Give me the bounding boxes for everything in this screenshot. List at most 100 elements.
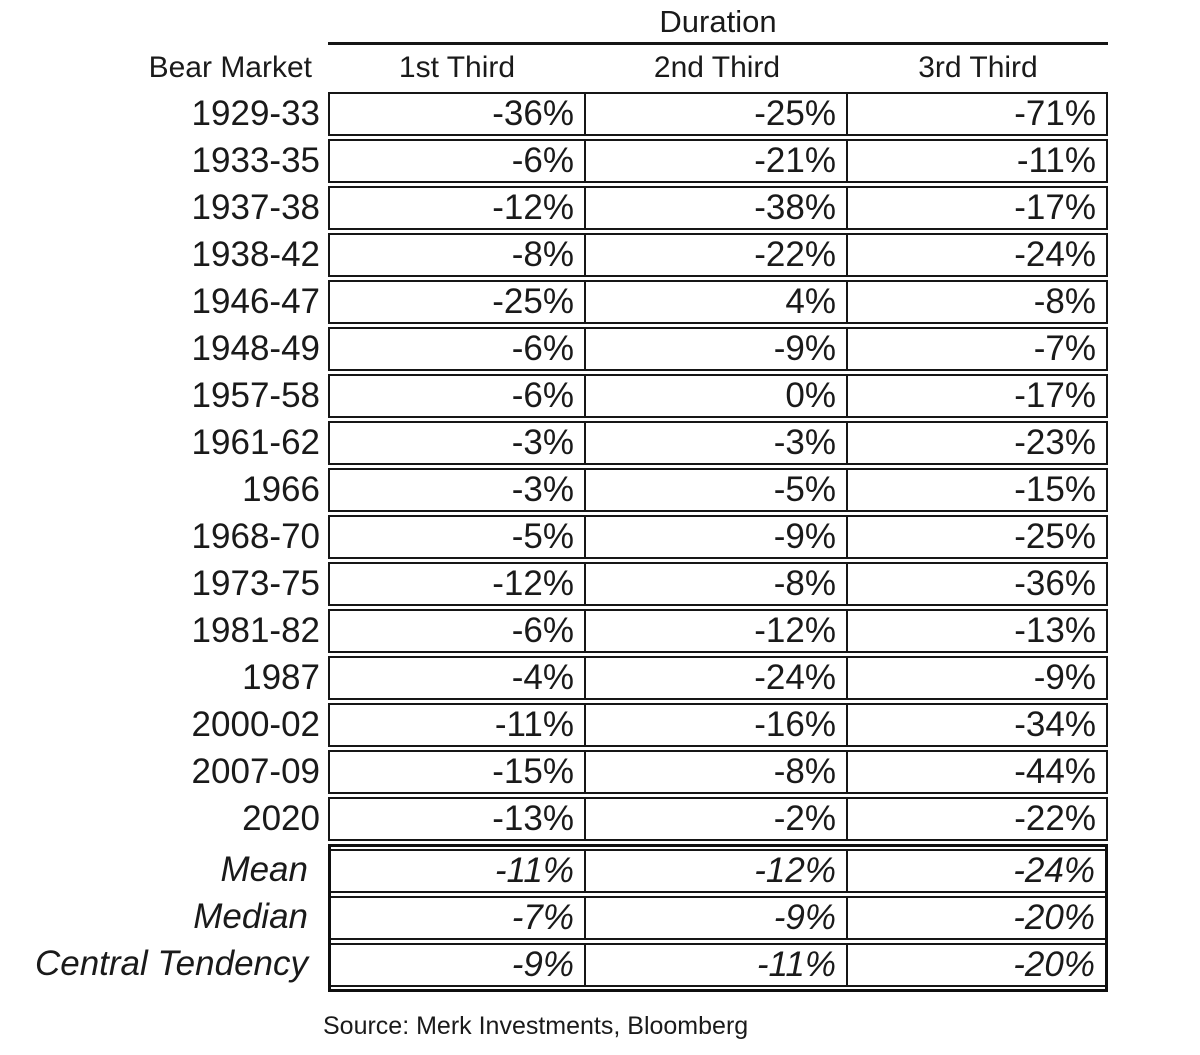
value-cell: -11% [848,139,1108,183]
value-cell: -6% [328,374,586,418]
value-cell: -34% [848,703,1108,747]
value-cell: -7% [848,327,1108,371]
value-cell: -36% [328,92,586,136]
value-cell: -36% [848,562,1108,606]
value-cell: -44% [848,750,1108,794]
column-header-1st-third: 1st Third [398,51,516,84]
group-header-row: Duration [0,0,1200,45]
value-cell: -22% [848,797,1108,841]
summary-section: Mean Median Central Tendency -11% -12% -24% -… [0,844,1200,992]
table-row: 1973-75 -12% -8% -36% [0,562,1200,606]
table-row: 1981-82 -6% -12% -13% [0,609,1200,653]
value-cell: -24% [586,656,848,700]
row-label: 1966 [242,470,320,509]
table-row: 1929-33 -36% -25% -71% [0,92,1200,136]
value-cell: -8% [586,750,848,794]
summary-value-cell: -7% [331,896,586,940]
duration-group-header: Duration [328,0,1108,45]
row-label: 2020 [242,799,320,838]
row-label: 1961-62 [191,423,320,462]
column-header-row: Bear Market 1st Third 2nd Third 3rd Thir… [0,45,1200,92]
row-label: 1968-70 [191,517,320,556]
summary-row: -9% -11% -20% [331,943,1105,987]
source-note: Source: Merk Investments, Bloomberg [323,1012,749,1040]
row-label: 1981-82 [191,611,320,650]
summary-value-cell: -20% [848,896,1105,940]
column-header-3rd-third: 3rd Third [918,51,1038,84]
value-cell: -22% [586,233,848,277]
table-row: 1938-42 -8% -22% -24% [0,233,1200,277]
column-header-2nd-third: 2nd Third [653,51,781,84]
value-cell: -38% [586,186,848,230]
value-cell: -25% [848,515,1108,559]
summary-row: -7% -9% -20% [331,896,1105,940]
table-body: 1929-33 -36% -25% -71% 1933-35 -6% -21% -11% 193… [0,92,1200,841]
value-cell: -12% [586,609,848,653]
value-cell: -71% [848,92,1108,136]
group-header-spacer [0,0,328,45]
value-cell: -4% [328,656,586,700]
summary-row: -11% -12% -24% [331,849,1105,893]
table-row: 1937-38 -12% -38% -17% [0,186,1200,230]
value-cell: -17% [848,374,1108,418]
row-label: 1957-58 [191,376,320,415]
value-cell: 4% [586,280,848,324]
value-cell: -12% [328,562,586,606]
row-label: 1933-35 [191,141,320,180]
value-cell: -21% [586,139,848,183]
table-row: 1987 -4% -24% -9% [0,656,1200,700]
summary-value-cell: -9% [331,943,586,987]
value-cell: -8% [586,562,848,606]
value-cell: -5% [328,515,586,559]
summary-value-cell: -20% [848,943,1105,987]
summary-row-label: Mean [220,850,308,889]
table-row: 1948-49 -6% -9% -7% [0,327,1200,371]
summary-value-cell: -24% [848,849,1105,893]
row-label: 2000-02 [191,705,320,744]
table-row: 1957-58 -6% 0% -17% [0,374,1200,418]
summary-value-cell: -9% [586,896,848,940]
column-header-bear-market: Bear Market [148,51,312,84]
row-label: 1938-42 [191,235,320,274]
value-cell: -11% [328,703,586,747]
value-cell: -6% [328,609,586,653]
summary-box: -11% -12% -24% -7% -9% -20% -9% -11% -20% [328,844,1108,992]
row-label: 1973-75 [191,564,320,603]
value-cell: -9% [848,656,1108,700]
value-cell: -17% [848,186,1108,230]
table-row: 1968-70 -5% -9% -25% [0,515,1200,559]
row-label: 2007-09 [191,752,320,791]
value-cell: -2% [586,797,848,841]
value-cell: -3% [328,468,586,512]
value-cell: -13% [848,609,1108,653]
summary-labels: Mean Median Central Tendency [0,844,328,992]
value-cell: -13% [328,797,586,841]
value-cell: -15% [848,468,1108,512]
summary-value-cell: -12% [586,849,848,893]
summary-row-label: Central Tendency [34,944,308,983]
table-row: 1946-47 -25% 4% -8% [0,280,1200,324]
summary-row-label: Median [193,897,308,936]
value-cell: -24% [848,233,1108,277]
value-cell: -8% [328,233,586,277]
row-label: 1937-38 [191,188,320,227]
value-cell: -12% [328,186,586,230]
value-cell: 0% [586,374,848,418]
row-label: 1946-47 [191,282,320,321]
table-row: 1961-62 -3% -3% -23% [0,421,1200,465]
value-cell: -25% [586,92,848,136]
value-cell: -6% [328,327,586,371]
value-cell: -5% [586,468,848,512]
value-cell: -6% [328,139,586,183]
value-cell: -25% [328,280,586,324]
value-cell: -9% [586,327,848,371]
value-cell: -23% [848,421,1108,465]
table-row: 1933-35 -6% -21% -11% [0,139,1200,183]
value-cell: -9% [586,515,848,559]
value-cell: -15% [328,750,586,794]
value-cell: -3% [328,421,586,465]
table-row: 2007-09 -15% -8% -44% [0,750,1200,794]
summary-value-cell: -11% [331,849,586,893]
table-row: 2020 -13% -2% -22% [0,797,1200,841]
